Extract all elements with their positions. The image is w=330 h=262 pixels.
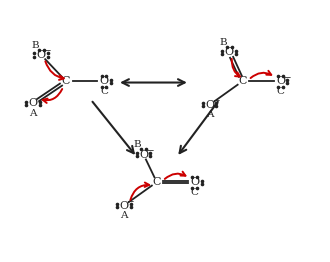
Text: O: O: [28, 99, 38, 108]
Text: C: C: [100, 87, 108, 96]
Text: −: −: [44, 46, 51, 54]
Text: C: C: [277, 87, 284, 96]
Text: A: A: [120, 211, 127, 220]
Text: O: O: [139, 150, 148, 160]
Text: C: C: [191, 188, 199, 196]
Text: O: O: [205, 100, 214, 110]
Text: O: O: [276, 76, 285, 86]
Text: −: −: [283, 72, 290, 81]
Text: C: C: [238, 76, 247, 86]
Text: −: −: [146, 145, 153, 154]
Text: O: O: [37, 50, 46, 60]
Text: C: C: [62, 76, 70, 86]
Text: B: B: [134, 140, 142, 149]
Text: −: −: [126, 196, 133, 205]
Text: O: O: [99, 76, 109, 86]
Text: O: O: [119, 201, 128, 211]
Text: A: A: [29, 109, 37, 118]
Text: B: B: [219, 38, 227, 47]
Text: O: O: [225, 47, 234, 57]
Text: C: C: [152, 177, 161, 187]
Text: B: B: [31, 41, 39, 50]
Text: −: −: [212, 95, 219, 104]
Text: O: O: [190, 177, 199, 187]
Text: A: A: [206, 110, 213, 119]
